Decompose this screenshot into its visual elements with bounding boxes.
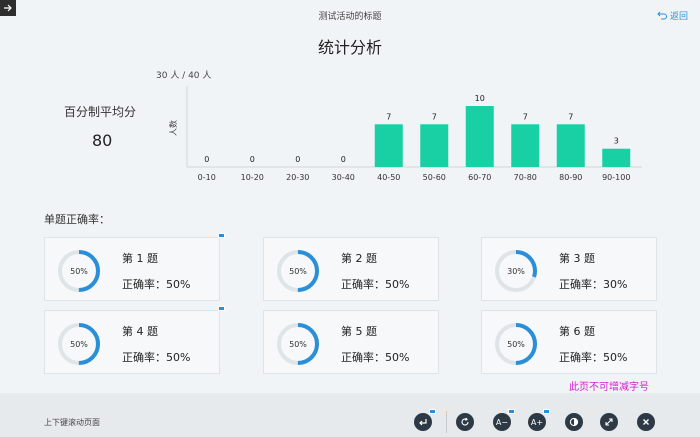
bar <box>602 148 631 167</box>
question-accuracy: 正确率：50% <box>341 351 410 364</box>
fullscreen-icon <box>605 418 613 426</box>
close-button[interactable] <box>637 413 655 431</box>
enter-icon <box>419 419 427 426</box>
x-tick-label: 20-30 <box>286 173 309 182</box>
fullscreen-button[interactable] <box>600 413 618 431</box>
font-increase-button[interactable]: A+ <box>528 409 550 431</box>
enter-button[interactable] <box>414 409 436 431</box>
question-card[interactable]: 50% 第 1 题正确率：50% <box>44 233 225 301</box>
activity-title: 测试活动的标题 <box>318 12 382 22</box>
bar <box>374 124 403 167</box>
average-score-value: 80 <box>92 131 113 150</box>
scroll-hint: 上下键滚动页面 <box>44 418 100 427</box>
question-accuracy: 正确率：50% <box>122 278 191 291</box>
score-distribution-chart: 人数 0 0-10 0 10-20 0 20-30 0 30-40 7 40-50 7 50-60 10 6… <box>168 86 642 182</box>
question-card[interactable]: 50% 第 4 题正确率：50% <box>44 306 225 374</box>
question-accuracy: 正确率：30% <box>559 278 628 291</box>
accuracy-ring <box>277 250 319 292</box>
ring-percent: 50% <box>289 339 307 349</box>
ring-percent: 50% <box>70 339 88 349</box>
ring-percent: 50% <box>70 266 88 276</box>
card-badge <box>218 233 225 238</box>
close-icon <box>643 419 649 425</box>
font-increase-icon: A+ <box>530 417 544 427</box>
bar-value-label: 0 <box>295 155 300 164</box>
x-tick-label: 40-50 <box>377 173 400 182</box>
font-decrease-icon: A− <box>495 417 509 427</box>
contrast-icon <box>569 417 579 427</box>
accuracy-ring-fill <box>277 250 319 292</box>
x-tick-label: 70-80 <box>514 173 537 182</box>
question-title: 第 6 题 <box>559 325 595 338</box>
x-tick-label: 90-100 <box>602 173 630 182</box>
accuracy-ring <box>495 250 537 292</box>
ring-percent: 50% <box>507 339 525 349</box>
bar <box>420 124 449 167</box>
bar <box>556 124 585 167</box>
ring-percent: 50% <box>289 266 307 276</box>
bar-value-label: 7 <box>386 112 391 121</box>
average-score-label: 百分制平均分 <box>64 105 137 119</box>
y-axis-label: 人数 <box>168 120 178 136</box>
question-title: 第 3 题 <box>559 252 595 265</box>
question-accuracy: 正确率：50% <box>122 351 191 364</box>
question-title: 第 2 题 <box>341 252 377 265</box>
annotation-text: 此页不可增减字号 <box>569 382 649 393</box>
bar-value-label: 7 <box>432 112 437 121</box>
accuracy-ring-fill <box>58 323 100 365</box>
accuracy-ring <box>58 323 100 365</box>
refresh-button[interactable] <box>456 413 474 431</box>
question-title: 第 1 题 <box>122 252 158 265</box>
accuracy-ring <box>58 250 100 292</box>
back-label: 返回 <box>669 12 688 22</box>
contrast-button[interactable] <box>565 413 583 431</box>
accuracy-ring-fill <box>495 250 537 292</box>
x-tick-label: 0-10 <box>198 173 216 182</box>
bar <box>465 106 494 167</box>
back-arrow-icon <box>657 11 667 20</box>
question-card[interactable]: 50% 第 2 题正确率：50% <box>263 237 439 301</box>
question-accuracy: 正确率：50% <box>341 278 410 291</box>
font-decrease-button[interactable]: A− <box>493 409 515 431</box>
bar-value-label: 0 <box>204 155 209 164</box>
ring-percent: 30% <box>507 266 525 276</box>
bar-value-label: 0 <box>341 155 346 164</box>
bar-value-label: 0 <box>250 155 255 164</box>
refresh-icon <box>461 417 469 426</box>
tool-badge <box>543 409 550 414</box>
bar-value-label: 7 <box>568 112 573 121</box>
question-card[interactable]: 50% 第 6 题正确率：50% <box>481 310 657 374</box>
accuracy-ring-fill <box>58 250 100 292</box>
back-button[interactable]: 返回 <box>657 9 688 22</box>
bottom-toolbar: 上下键滚动页面 A− A+ <box>0 393 700 437</box>
toolbar-divider <box>446 411 447 433</box>
bar-value-label: 7 <box>523 112 528 121</box>
accuracy-ring <box>277 323 319 365</box>
accuracy-ring-fill <box>495 323 537 365</box>
tool-badge <box>429 409 436 414</box>
exit-button[interactable] <box>0 0 16 16</box>
card-badge <box>218 306 225 311</box>
section-label: 单题正确率： <box>44 213 110 226</box>
x-tick-label: 60-70 <box>468 173 491 182</box>
x-tick-label: 30-40 <box>332 173 355 182</box>
accuracy-ring-fill <box>277 323 319 365</box>
x-tick-label: 10-20 <box>241 173 264 182</box>
accuracy-ring <box>495 323 537 365</box>
exit-arrow-icon <box>4 4 12 12</box>
question-card[interactable]: 30% 第 3 题正确率：30% <box>481 237 657 301</box>
x-tick-label: 50-60 <box>423 173 446 182</box>
top-bar: 测试活动的标题 返回 <box>0 0 700 28</box>
page-title: 统计分析 <box>317 38 382 57</box>
question-accuracy: 正确率：50% <box>559 351 628 364</box>
tool-badge <box>508 409 515 414</box>
x-tick-label: 80-90 <box>559 173 582 182</box>
bar-value-label: 10 <box>475 94 485 103</box>
bar <box>511 124 540 167</box>
participant-count: 30 人 / 40 人 <box>156 71 212 81</box>
question-title: 第 4 题 <box>122 325 158 338</box>
question-card[interactable]: 50% 第 5 题正确率：50% <box>263 310 439 374</box>
bar-value-label: 3 <box>614 137 619 146</box>
question-title: 第 5 题 <box>341 325 377 338</box>
